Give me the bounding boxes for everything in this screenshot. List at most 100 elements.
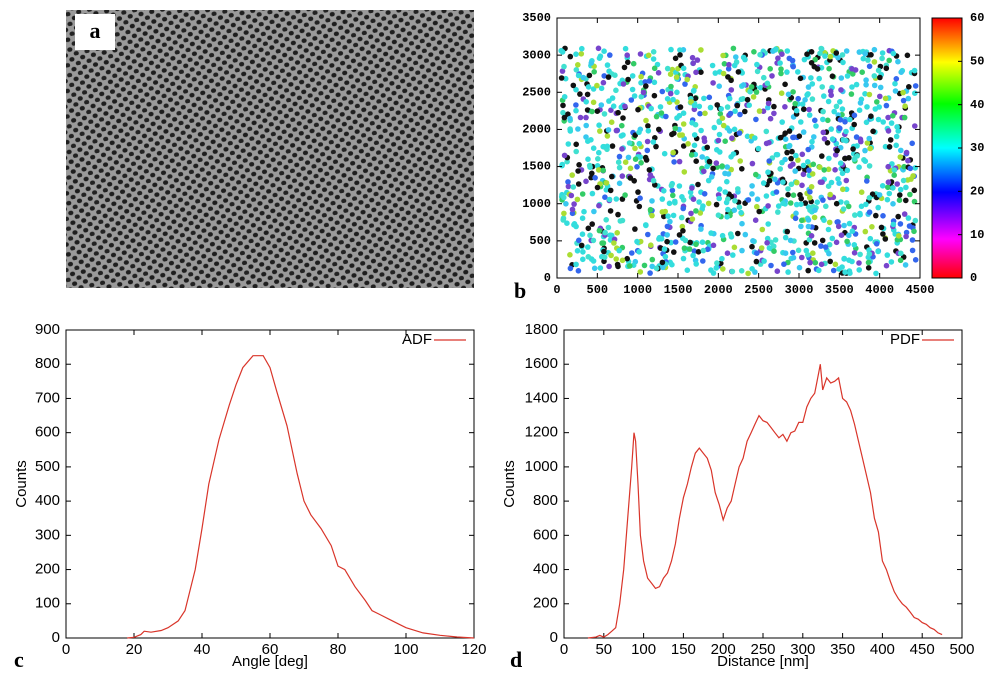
dot-texture: [667, 218, 673, 225]
dot-texture: [863, 77, 869, 83]
legend-label: ADF: [402, 331, 432, 348]
dot-texture: [699, 239, 706, 245]
dot-texture: [567, 53, 574, 60]
colorbar: [931, 17, 963, 279]
dot-texture: [774, 268, 781, 275]
dot-texture: [648, 105, 654, 112]
dot-texture: [731, 244, 738, 251]
dot-texture: [653, 143, 659, 150]
dot-texture: [740, 82, 747, 88]
dot-texture: [773, 189, 780, 195]
dot-texture: [875, 67, 882, 74]
dot-texture: [620, 81, 627, 87]
dot-texture: [825, 117, 831, 124]
dot-texture: [858, 189, 865, 195]
dot-texture: [804, 92, 810, 98]
dot-texture: [857, 251, 863, 258]
dot-texture: [699, 154, 705, 160]
dot-texture: [793, 201, 800, 208]
dot-texture: [879, 183, 886, 189]
panel-label: a: [90, 18, 101, 43]
dot-texture: [726, 61, 732, 68]
y-tick-label: 200: [35, 561, 60, 578]
dot-texture: [638, 160, 644, 166]
dot-texture: [750, 238, 756, 244]
dot-texture: [806, 167, 812, 174]
dot-texture: [634, 164, 640, 170]
dot-texture: [869, 191, 876, 197]
dot-texture: [584, 91, 591, 98]
dot-texture: [569, 210, 576, 217]
dot-texture: [636, 129, 642, 136]
dot-texture: [778, 66, 784, 72]
dot-texture: [816, 267, 822, 274]
dot-texture: [596, 149, 602, 156]
dot-texture: [594, 184, 601, 191]
dot-texture: [862, 228, 869, 235]
dot-texture: [751, 49, 757, 55]
dot-texture: [698, 69, 704, 75]
dot-texture: [693, 158, 699, 164]
dot-texture: [693, 208, 699, 214]
dot-texture: [883, 102, 890, 109]
dot-texture: [911, 187, 918, 194]
dot-texture: [570, 82, 577, 89]
y-tick-label: 0: [52, 629, 60, 646]
dot-texture: [754, 196, 761, 202]
dot-texture: [726, 95, 733, 102]
dot-texture: [690, 88, 697, 94]
dot-texture: [604, 62, 611, 68]
dot-texture: [903, 233, 909, 240]
dot-texture: [615, 211, 621, 218]
dot-texture: [821, 93, 827, 99]
y-axis-label: Counts: [13, 460, 30, 508]
dot-texture: [600, 79, 607, 86]
x-tick-label: 0: [62, 641, 70, 658]
dot-texture: [608, 107, 614, 113]
dot-texture: [851, 121, 857, 128]
dot-texture: [753, 116, 759, 123]
dot-texture: [737, 111, 743, 118]
dot-texture: [689, 185, 695, 191]
dot-texture: [765, 100, 772, 107]
y-tick-label: 800: [35, 355, 60, 372]
dot-texture: [823, 203, 829, 210]
dot-texture: [836, 180, 842, 186]
dot-texture: [580, 249, 586, 255]
dot-texture: [782, 250, 789, 256]
dot-texture: [693, 69, 699, 76]
y-tick-label: 1200: [525, 424, 558, 441]
dot-texture: [677, 104, 684, 110]
dot-texture: [739, 247, 745, 254]
dot-texture: [585, 244, 591, 250]
dot-texture: [681, 169, 688, 175]
dot-texture: [831, 108, 837, 115]
dot-texture: [715, 137, 722, 144]
dot-texture: [767, 66, 773, 72]
dot-texture: [840, 186, 846, 193]
dot-texture: [866, 195, 873, 201]
dot-texture: [786, 55, 793, 62]
dot-texture: [564, 220, 570, 226]
dot-texture: [796, 264, 803, 271]
dot-texture: [879, 50, 886, 56]
dot-texture: [578, 242, 585, 249]
dot-texture: [726, 128, 733, 134]
dot-texture: [777, 166, 783, 172]
dot-texture: [742, 56, 748, 63]
dot-texture: [851, 250, 858, 256]
dot-texture: [573, 67, 580, 73]
dot-texture: [821, 136, 828, 142]
dot-texture: [780, 200, 786, 207]
dot-texture: [890, 221, 897, 228]
dot-texture: [862, 147, 868, 154]
dot-texture: [724, 178, 730, 185]
dot-texture: [793, 152, 799, 159]
dot-texture: [812, 207, 818, 213]
dot-texture: [785, 91, 792, 98]
dot-texture: [877, 93, 883, 100]
x-tick-label: 50: [595, 641, 612, 658]
dot-texture: [862, 91, 868, 97]
dot-texture: [671, 249, 677, 255]
dot-texture: [771, 110, 777, 117]
